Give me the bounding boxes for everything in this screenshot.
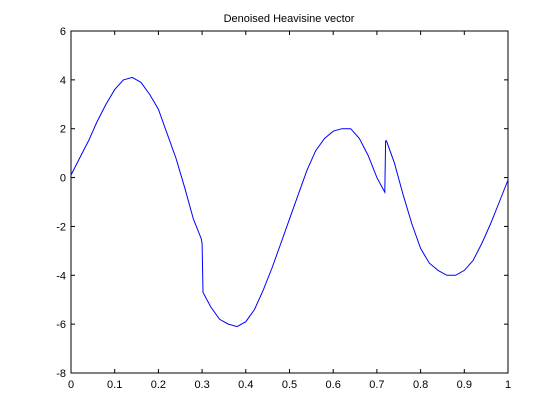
y-tick-label: -6: [56, 319, 66, 331]
x-tick-label: 0.8: [413, 379, 428, 391]
x-tick-label: 0.4: [238, 379, 253, 391]
y-tick-label: 2: [60, 124, 66, 136]
y-tick-label: -8: [56, 368, 66, 380]
x-tick-label: 1: [505, 379, 511, 391]
x-tick-label: 0.6: [326, 379, 341, 391]
y-tick-label: 0: [60, 173, 66, 185]
axes-box: [70, 30, 509, 374]
y-tick-label: 6: [60, 26, 66, 38]
plot-area: 0 0.1 0.2 0.3 0.4 0.5 0.6 0.7 0.8 0.9 1 -8 -6 -4 -2 0 2 4…: [56, 26, 511, 391]
x-tick-label: 0.1: [107, 379, 122, 391]
x-tick-label: 0.3: [194, 379, 209, 391]
x-tick-label: 0.5: [282, 379, 297, 391]
y-tick-label: -4: [56, 270, 66, 282]
x-tick-label: 0: [68, 379, 74, 391]
y-tick-label: -2: [56, 221, 66, 233]
y-tick-label: 4: [60, 75, 66, 87]
x-tick-label: 0.9: [457, 379, 472, 391]
series-line: [70, 76, 509, 328]
x-tick-label: 0.7: [369, 379, 384, 391]
x-tick-label: 0.2: [151, 379, 166, 391]
chart-title: Denoised Heavisine vector: [224, 13, 355, 25]
